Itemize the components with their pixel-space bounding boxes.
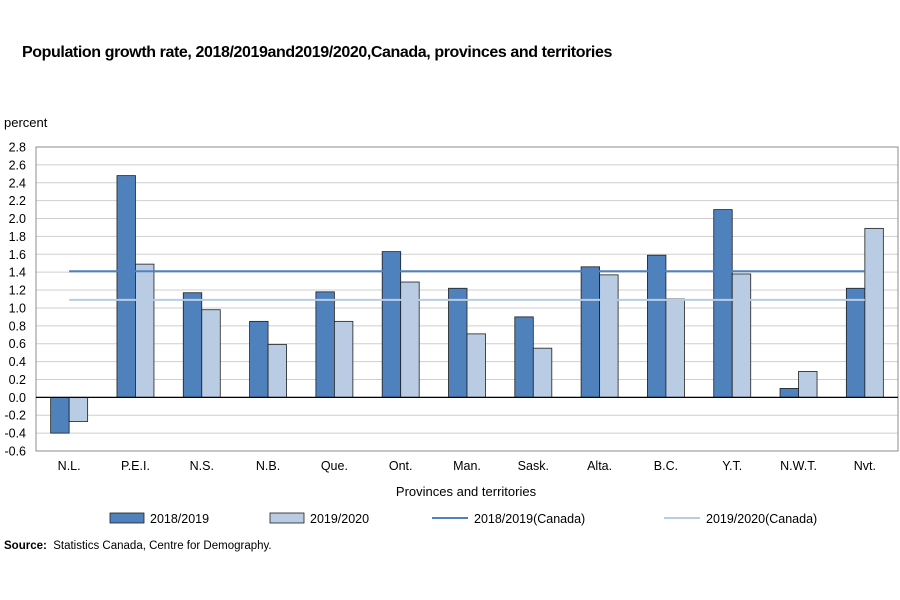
bar (731, 273, 752, 398)
bar (864, 227, 884, 398)
bar (599, 274, 619, 398)
y-tick-label: 1.8 (9, 230, 26, 244)
bar (779, 388, 799, 398)
bar (448, 287, 468, 398)
x-axis-label: Provinces and territories (396, 484, 537, 499)
y-tick-label: 2.2 (9, 194, 26, 208)
bar (665, 298, 685, 398)
bar (580, 266, 601, 398)
y-tick-label: 2.6 (9, 158, 26, 172)
x-tick-label: N.L. (58, 459, 81, 473)
y-tick-label: 2.8 (9, 141, 26, 155)
y-tick-label: 0.2 (9, 373, 26, 387)
bar (381, 251, 402, 398)
y-tick-label: -0.6 (4, 445, 26, 459)
y-axis-label: percent (4, 115, 48, 130)
y-tick-label: 1.2 (9, 284, 26, 298)
bar (116, 175, 136, 398)
source-text: Statistics Canada, Centre for Demography… (53, 540, 272, 552)
x-tick-label: Alta. (587, 459, 612, 473)
bar (249, 320, 269, 398)
x-tick-label: Ont. (389, 459, 413, 473)
bar (845, 287, 866, 398)
y-tick-label: 0.6 (9, 337, 26, 351)
bar (466, 333, 486, 398)
bar (182, 292, 203, 398)
bar (798, 371, 818, 398)
bar (68, 396, 89, 422)
x-tick-label: Sask. (518, 459, 549, 473)
bar (514, 316, 534, 398)
source-label: Source: (4, 540, 47, 552)
y-tick-label: 1.4 (9, 266, 26, 280)
bar (532, 347, 553, 398)
legend-swatch (109, 512, 145, 524)
bar (333, 320, 354, 398)
x-tick-label: N.B. (256, 459, 280, 473)
y-tick-label: 0.8 (9, 319, 26, 333)
bar (315, 291, 335, 398)
bar (267, 344, 287, 398)
legend-label: 2019/2020 (310, 512, 369, 526)
bar (50, 396, 70, 434)
y-tick-label: 1.6 (9, 248, 26, 262)
y-tick-label: -0.4 (4, 427, 26, 441)
legend-swatch (269, 512, 305, 524)
chart-title: Population growth rate, 2018/2019and2019… (22, 44, 612, 61)
y-tick-label: 1.0 (9, 301, 26, 315)
source-note: Source: Statistics Canada, Centre for De… (4, 540, 272, 552)
y-tick-label: 0.0 (9, 391, 26, 405)
bar (713, 209, 733, 398)
y-tick-label: 2.0 (9, 212, 26, 226)
legend-label: 2018/2019(Canada) (474, 512, 585, 526)
x-tick-label: N.S. (190, 459, 214, 473)
bar (201, 309, 221, 398)
legend-label: 2018/2019 (150, 512, 209, 526)
x-tick-label: Man. (453, 459, 481, 473)
y-tick-label: 0.4 (9, 355, 26, 369)
x-tick-label: Y.T. (722, 459, 742, 473)
x-tick-label: Que. (321, 459, 348, 473)
bar (647, 254, 667, 398)
x-tick-label: P.E.I. (121, 459, 150, 473)
x-tick-label: B.C. (654, 459, 678, 473)
y-tick-label: 2.4 (9, 176, 26, 190)
legend-label: 2019/2020(Canada) (706, 512, 817, 526)
bar (135, 263, 155, 398)
x-tick-label: N.W.T. (780, 459, 817, 473)
x-tick-label: Nvt. (854, 459, 876, 473)
y-tick-label: -0.2 (4, 409, 26, 423)
plot-frame (35, 146, 899, 452)
